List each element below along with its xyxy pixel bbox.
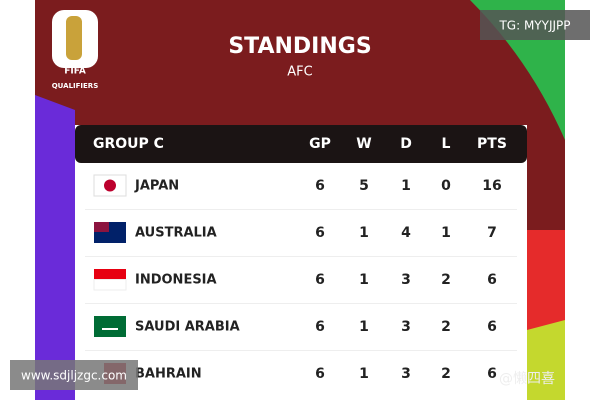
decor-right-bottom bbox=[527, 320, 565, 400]
stat-cell: 6 bbox=[315, 225, 325, 241]
team-name: BAHRAIN bbox=[135, 367, 202, 382]
logo-caption: QUALIFIERS bbox=[52, 82, 99, 90]
team-name: JAPAN bbox=[134, 179, 179, 194]
column-header: GROUP C bbox=[93, 136, 164, 152]
table-card bbox=[75, 125, 527, 400]
watermark-bottom-left: www.sdjljzgc.com bbox=[21, 369, 127, 383]
watermark-box bbox=[10, 360, 138, 390]
stat-cell: 3 bbox=[401, 319, 411, 335]
watermark-top: TG: MYYJJPP bbox=[498, 19, 570, 33]
stat-cell: 1 bbox=[359, 366, 369, 382]
logo: FIFA QUALIFIERS bbox=[52, 10, 99, 90]
flag-japan-disc bbox=[104, 179, 116, 192]
stat-cell: 2 bbox=[441, 272, 451, 288]
stat-cell: 2 bbox=[441, 319, 451, 335]
stat-cell: 1 bbox=[359, 272, 369, 288]
team-name: SAUDI ARABIA bbox=[135, 320, 240, 335]
team-name: INDONESIA bbox=[135, 273, 217, 288]
stat-cell: 1 bbox=[401, 178, 411, 194]
column-header: D bbox=[400, 136, 412, 152]
watermark-bottom-right: @懒四喜 bbox=[499, 371, 555, 387]
title: STANDINGS bbox=[228, 34, 371, 59]
stat-cell: 16 bbox=[482, 178, 501, 194]
column-header: GP bbox=[309, 136, 331, 152]
stat-cell: 3 bbox=[401, 366, 411, 382]
stat-cell: 6 bbox=[315, 178, 325, 194]
stat-cell: 6 bbox=[487, 319, 497, 335]
stat-cell: 6 bbox=[487, 366, 497, 382]
subtitle: AFC bbox=[287, 65, 312, 80]
stat-cell: 1 bbox=[359, 225, 369, 241]
stat-cell: 3 bbox=[401, 272, 411, 288]
stat-cell: 2 bbox=[441, 366, 451, 382]
table-header bbox=[75, 125, 527, 163]
stat-cell: 0 bbox=[441, 178, 451, 194]
column-header: W bbox=[356, 136, 371, 152]
stat-cell: 1 bbox=[441, 225, 451, 241]
decor-left bbox=[35, 95, 75, 400]
flag-indonesia bbox=[94, 269, 126, 280]
decor-right-mid bbox=[527, 230, 565, 330]
flag-australia-union bbox=[94, 222, 109, 232]
stat-cell: 6 bbox=[315, 272, 325, 288]
flags bbox=[93, 174, 127, 384]
team-name: AUSTRALIA bbox=[135, 226, 217, 241]
logo-trophy bbox=[66, 16, 82, 60]
stat-cell: 1 bbox=[359, 319, 369, 335]
column-header: PTS bbox=[477, 136, 507, 152]
stat-cell: 5 bbox=[359, 178, 369, 194]
column-header: L bbox=[442, 136, 451, 152]
flag-indonesia-white bbox=[93, 279, 127, 291]
stat-cell: 7 bbox=[487, 225, 497, 241]
flag-saudi bbox=[94, 316, 126, 337]
stat-cell: 6 bbox=[315, 319, 325, 335]
watermark-box bbox=[480, 10, 590, 40]
stat-cell: 4 bbox=[401, 225, 411, 241]
flag-saudi-sword bbox=[102, 328, 118, 330]
logo-brand: FIFA bbox=[64, 67, 86, 77]
stat-cell: 6 bbox=[315, 366, 325, 382]
stat-cell: 6 bbox=[487, 272, 497, 288]
